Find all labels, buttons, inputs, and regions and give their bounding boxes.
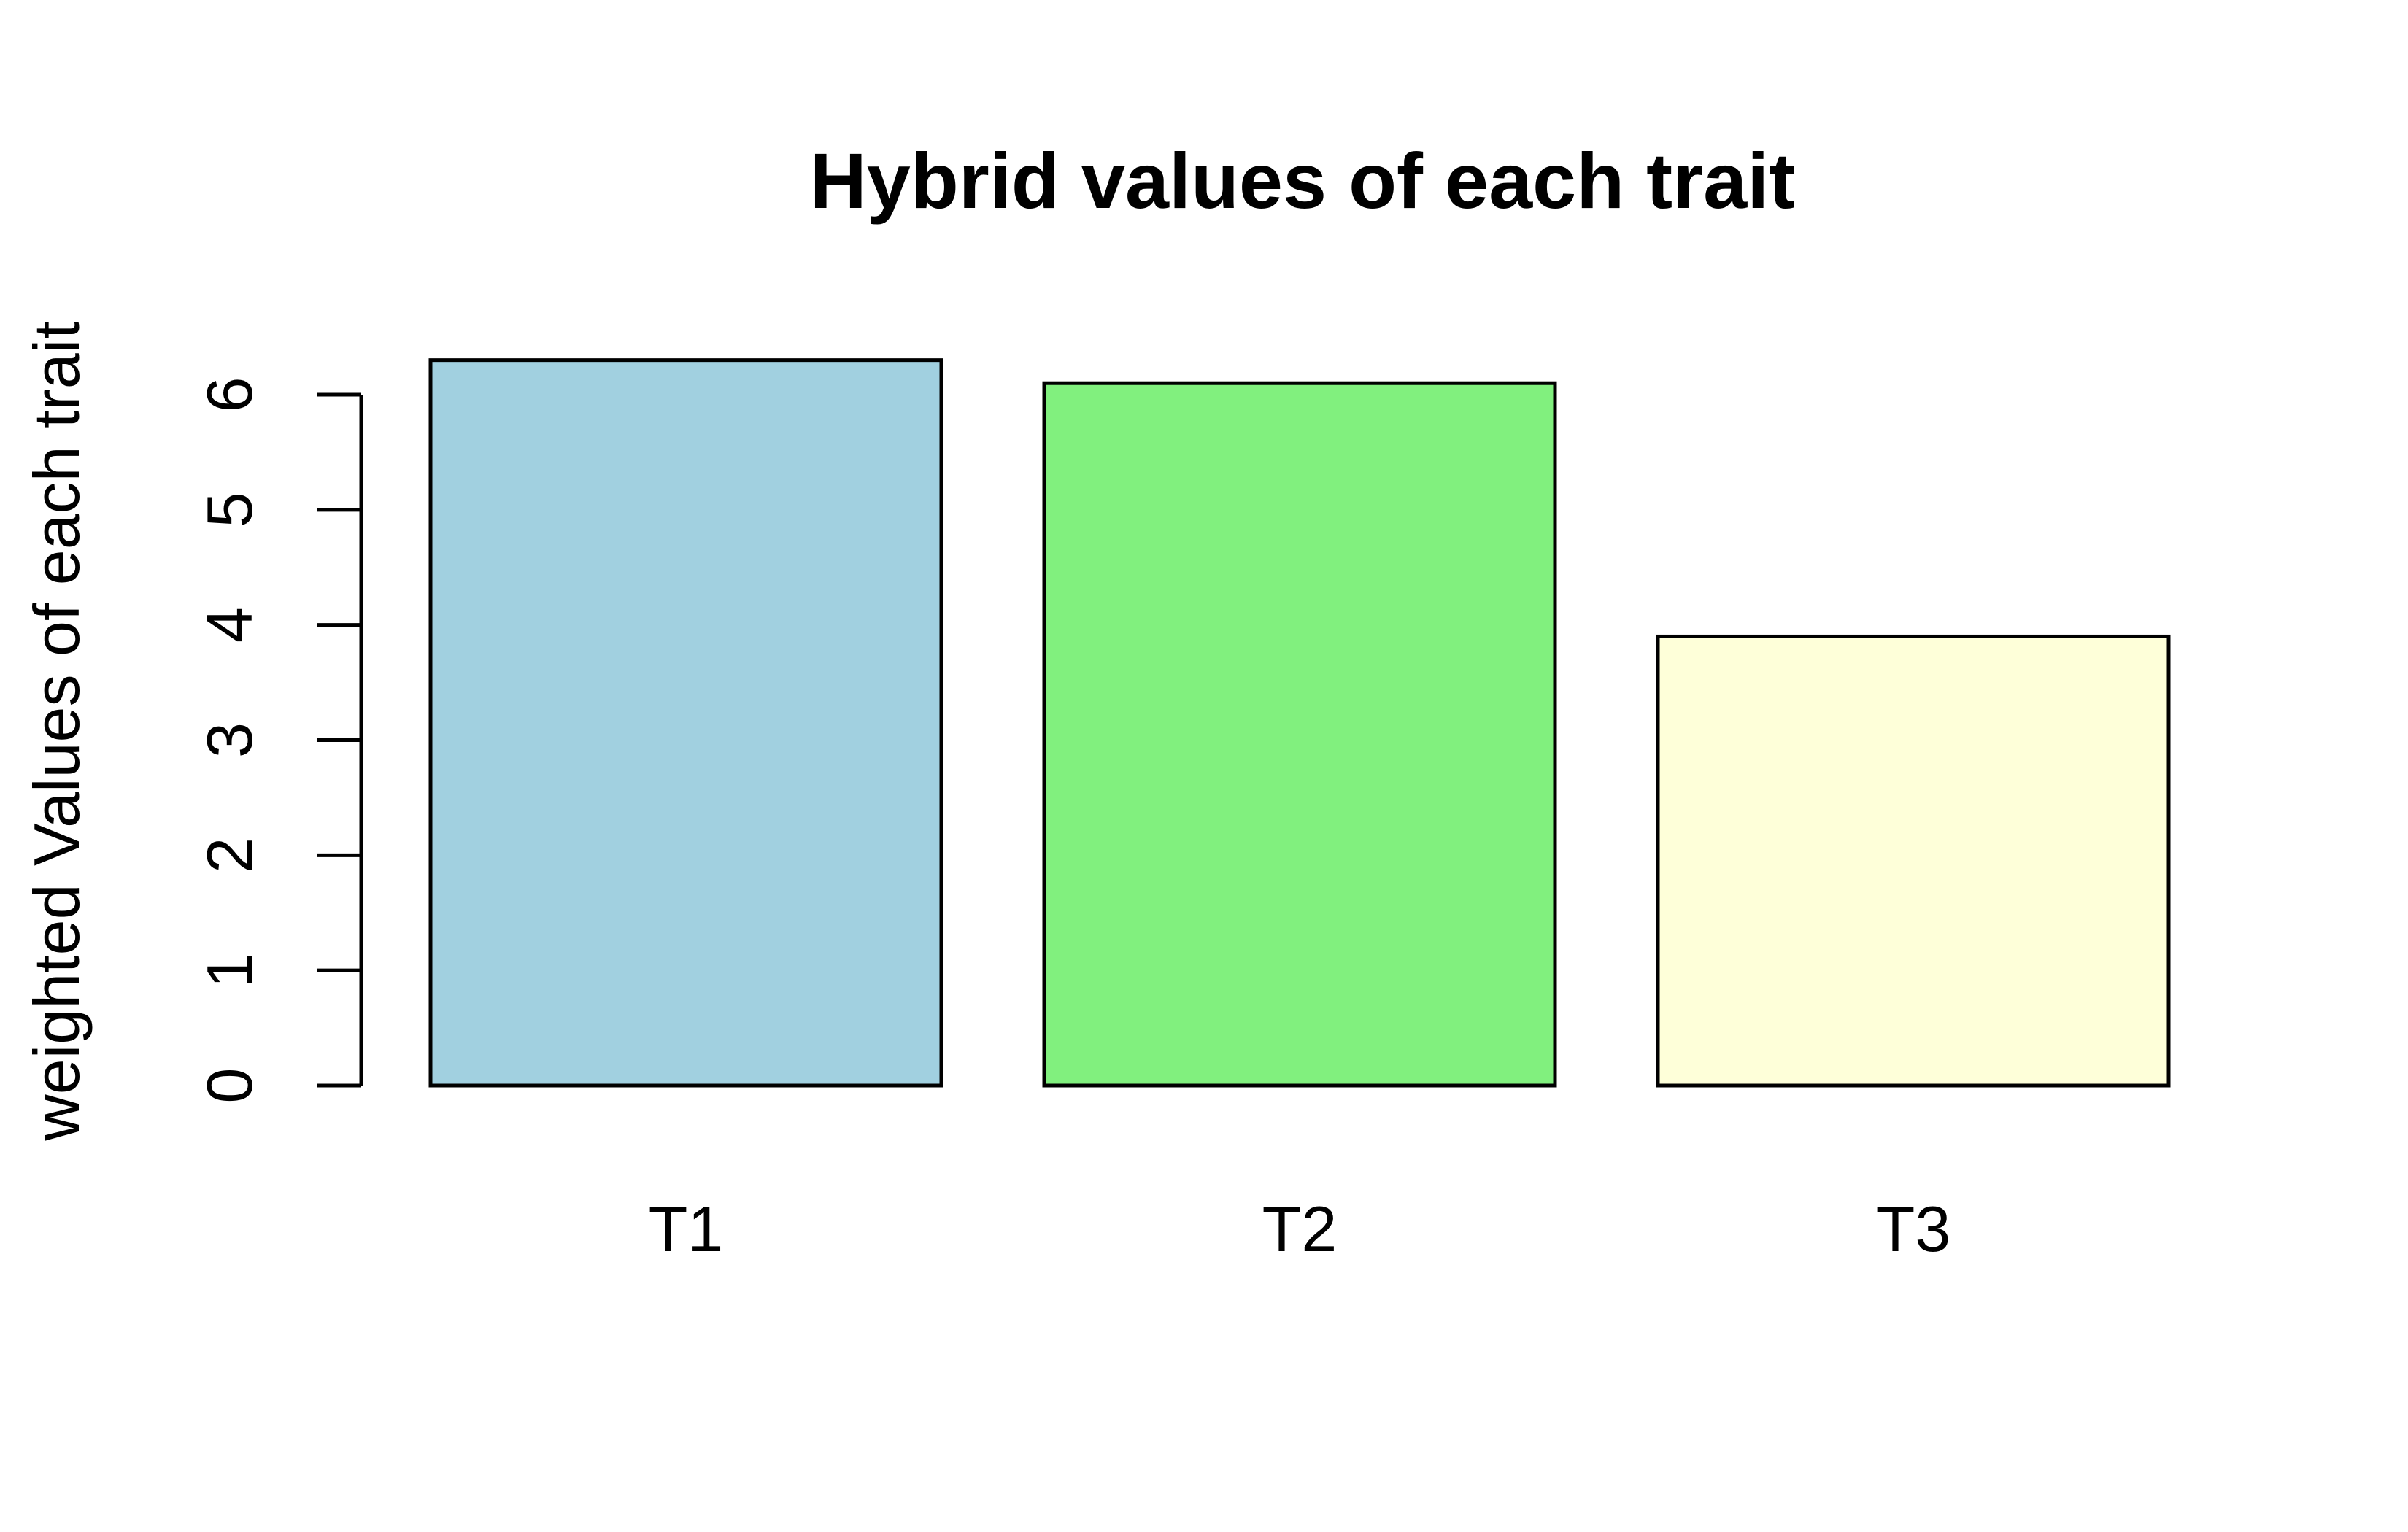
- x-tick-label: T1: [649, 1193, 724, 1265]
- bars: [428, 358, 2171, 1088]
- x-tick-label: T3: [1876, 1193, 1951, 1265]
- chart-title: Hybrid values of each trait: [810, 136, 1795, 225]
- y-tick-label: 6: [193, 377, 266, 413]
- y-tick-label: 1: [193, 953, 266, 989]
- y-tick-label: 5: [193, 492, 266, 527]
- x-axis-labels: T1 T2 T3: [649, 1193, 1951, 1265]
- bar-t2: [1042, 381, 1557, 1088]
- y-tick-label: 0: [193, 1068, 266, 1104]
- y-axis-label: weighted Values of each trait: [20, 321, 93, 1142]
- y-axis: 0 1 2 3 4 5 6: [193, 377, 363, 1104]
- y-tick-label: 2: [193, 837, 266, 873]
- x-tick-label: T2: [1262, 1193, 1338, 1265]
- bar-t1: [428, 358, 943, 1088]
- y-tick-label: 4: [193, 607, 266, 643]
- y-tick-label: 3: [193, 722, 266, 758]
- bar-t3: [1656, 634, 2171, 1088]
